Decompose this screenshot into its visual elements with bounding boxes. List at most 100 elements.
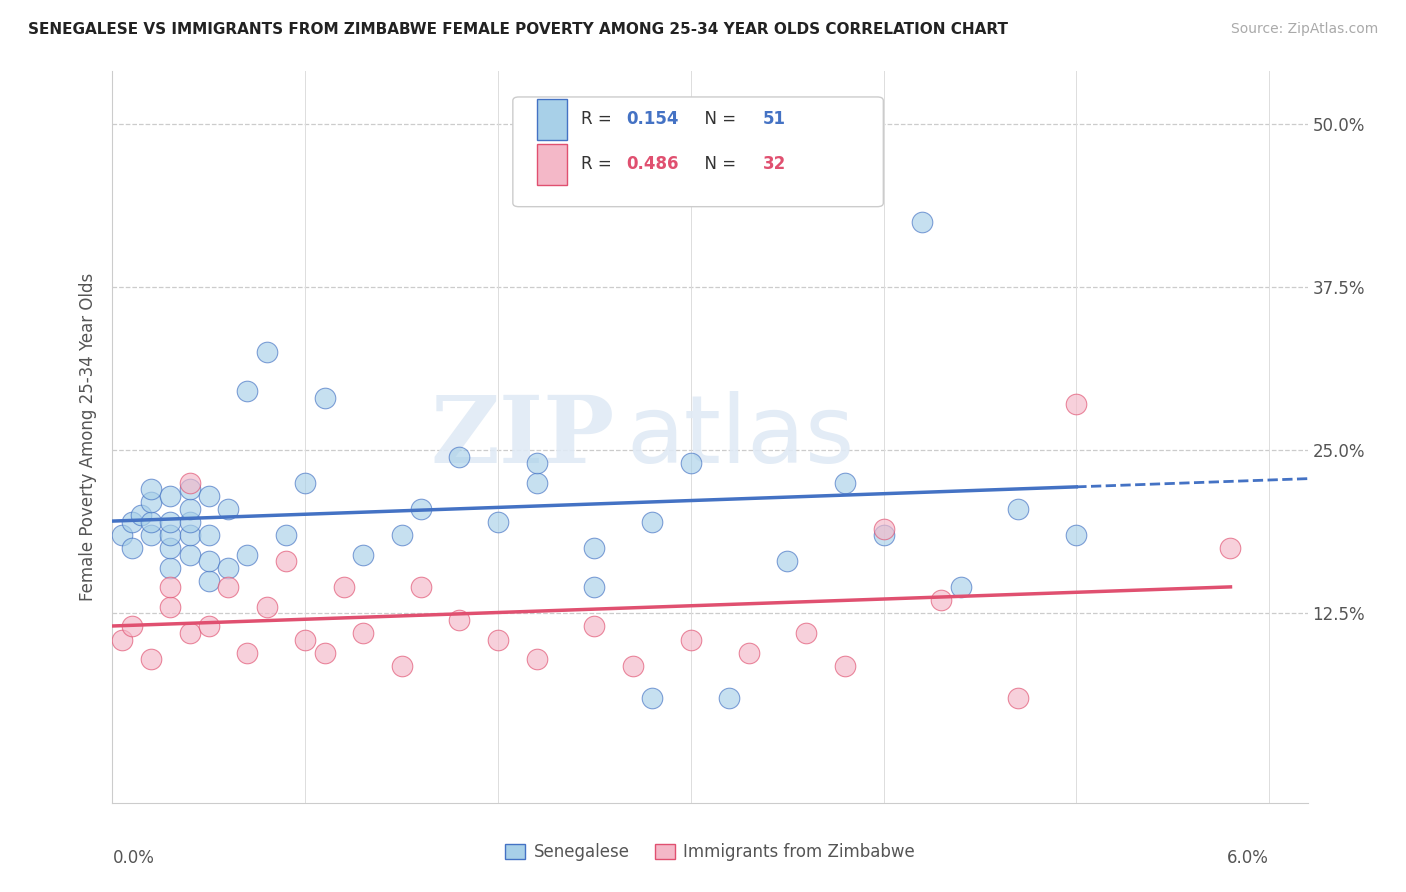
Point bbox=[121, 541, 143, 555]
Point bbox=[526, 652, 548, 666]
Text: atlas: atlas bbox=[627, 391, 855, 483]
Point bbox=[198, 554, 221, 568]
Point bbox=[449, 613, 471, 627]
Point bbox=[352, 548, 374, 562]
Point bbox=[159, 560, 181, 574]
Point bbox=[159, 580, 181, 594]
Point bbox=[236, 548, 259, 562]
Point bbox=[872, 521, 894, 535]
Point bbox=[198, 528, 221, 542]
Point bbox=[111, 632, 134, 647]
Text: 0.0%: 0.0% bbox=[112, 848, 155, 866]
Point bbox=[111, 528, 134, 542]
Text: ZIP: ZIP bbox=[430, 392, 614, 482]
Text: 0.154: 0.154 bbox=[627, 111, 679, 128]
Point bbox=[139, 652, 162, 666]
Text: N =: N = bbox=[695, 111, 742, 128]
Point bbox=[583, 619, 606, 633]
Point bbox=[159, 489, 181, 503]
Point bbox=[1219, 541, 1241, 555]
Point bbox=[872, 528, 894, 542]
Point bbox=[834, 475, 856, 490]
Point bbox=[526, 475, 548, 490]
Point bbox=[641, 515, 664, 529]
Point bbox=[198, 619, 221, 633]
Point bbox=[409, 580, 432, 594]
FancyBboxPatch shape bbox=[537, 145, 567, 185]
Point bbox=[449, 450, 471, 464]
Text: 6.0%: 6.0% bbox=[1227, 848, 1270, 866]
Point bbox=[217, 560, 239, 574]
Point bbox=[179, 483, 201, 497]
Point bbox=[236, 384, 259, 399]
Point bbox=[737, 169, 759, 183]
Point bbox=[159, 528, 181, 542]
Text: 0.486: 0.486 bbox=[627, 155, 679, 173]
Text: 51: 51 bbox=[762, 111, 786, 128]
Point bbox=[256, 345, 278, 359]
Text: 32: 32 bbox=[762, 155, 786, 173]
Point bbox=[911, 214, 934, 228]
Text: R =: R = bbox=[581, 155, 617, 173]
Point bbox=[796, 626, 818, 640]
Point bbox=[274, 554, 297, 568]
Point bbox=[1064, 528, 1087, 542]
Point bbox=[486, 515, 509, 529]
Point bbox=[1007, 691, 1029, 706]
Point bbox=[1007, 502, 1029, 516]
Point bbox=[679, 456, 702, 470]
Point bbox=[217, 580, 239, 594]
Point bbox=[621, 658, 644, 673]
Point bbox=[159, 599, 181, 614]
Point bbox=[179, 626, 201, 640]
Point bbox=[1064, 397, 1087, 411]
Point bbox=[121, 619, 143, 633]
Point bbox=[641, 691, 664, 706]
Point bbox=[391, 658, 413, 673]
Point bbox=[159, 515, 181, 529]
Text: SENEGALESE VS IMMIGRANTS FROM ZIMBABWE FEMALE POVERTY AMONG 25-34 YEAR OLDS CORR: SENEGALESE VS IMMIGRANTS FROM ZIMBABWE F… bbox=[28, 22, 1008, 37]
Point bbox=[217, 502, 239, 516]
Point bbox=[256, 599, 278, 614]
Point bbox=[314, 646, 336, 660]
Point bbox=[314, 391, 336, 405]
Point bbox=[198, 489, 221, 503]
Point bbox=[931, 593, 953, 607]
Text: R =: R = bbox=[581, 111, 617, 128]
Point bbox=[333, 580, 356, 594]
Point bbox=[834, 658, 856, 673]
FancyBboxPatch shape bbox=[537, 99, 567, 139]
Point bbox=[179, 548, 201, 562]
Point bbox=[352, 626, 374, 640]
Point bbox=[139, 483, 162, 497]
Point bbox=[583, 541, 606, 555]
Text: N =: N = bbox=[695, 155, 742, 173]
Point bbox=[159, 541, 181, 555]
Point bbox=[131, 508, 153, 523]
Point bbox=[949, 580, 972, 594]
Point bbox=[526, 456, 548, 470]
Point bbox=[583, 580, 606, 594]
Point bbox=[121, 515, 143, 529]
Point bbox=[198, 574, 221, 588]
Point bbox=[179, 528, 201, 542]
Y-axis label: Female Poverty Among 25-34 Year Olds: Female Poverty Among 25-34 Year Olds bbox=[79, 273, 97, 601]
Point bbox=[409, 502, 432, 516]
Point bbox=[718, 691, 741, 706]
Legend: Senegalese, Immigrants from Zimbabwe: Senegalese, Immigrants from Zimbabwe bbox=[499, 837, 921, 868]
Text: Source: ZipAtlas.com: Source: ZipAtlas.com bbox=[1230, 22, 1378, 37]
Point bbox=[139, 495, 162, 509]
Point bbox=[179, 515, 201, 529]
FancyBboxPatch shape bbox=[513, 97, 883, 207]
Point bbox=[391, 528, 413, 542]
Point bbox=[679, 632, 702, 647]
Point bbox=[139, 515, 162, 529]
Point bbox=[294, 632, 316, 647]
Point bbox=[236, 646, 259, 660]
Point bbox=[486, 632, 509, 647]
Point bbox=[179, 502, 201, 516]
Point bbox=[294, 475, 316, 490]
Point bbox=[737, 646, 759, 660]
Point bbox=[776, 554, 799, 568]
Point bbox=[274, 528, 297, 542]
